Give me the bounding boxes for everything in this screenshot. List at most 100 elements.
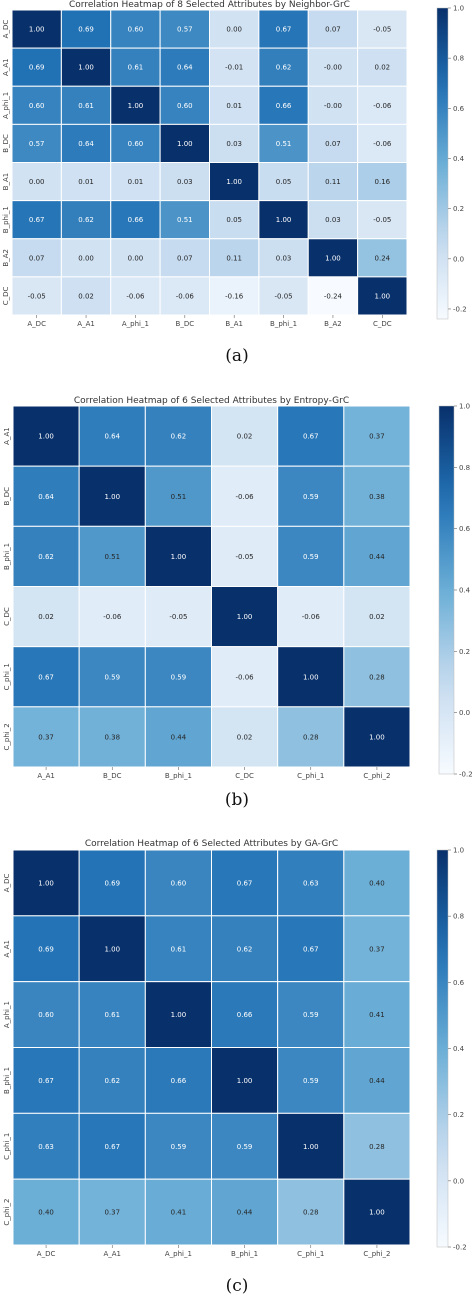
- cell-label: 0.59: [171, 1143, 187, 1151]
- y-tick-label: A_A1: [3, 940, 11, 958]
- heatmap-cell: [209, 200, 260, 240]
- heatmap-panel-ga-grc: Correlation Heatmap of 6 Selected Attrib…: [0, 833, 474, 1273]
- cell-label: 0.00: [29, 178, 45, 186]
- cell-label: 0.03: [177, 178, 193, 186]
- heatmap-cell: [12, 981, 80, 1049]
- y-tick-label: B_phi_1: [2, 206, 10, 233]
- heatmap-neighbor-grc: Correlation Heatmap of 8 Selected Attrib…: [2, 0, 467, 328]
- y-tick-label: B_DC: [2, 134, 10, 153]
- cell-label: 0.64: [38, 493, 54, 501]
- cell-label: 0.66: [276, 102, 292, 110]
- cell-label: 0.60: [29, 102, 45, 110]
- x-tick-label: C_phi_2: [363, 772, 390, 780]
- cell-label: 0.60: [38, 1011, 54, 1019]
- cell-label: 0.51: [276, 140, 292, 148]
- heatmap-cell: [12, 1047, 80, 1114]
- cell-label: -0.05: [373, 26, 391, 34]
- x-tick-label: C_phi_1: [297, 1250, 324, 1258]
- cell-label: 0.02: [237, 433, 253, 441]
- cell-label: 0.05: [226, 216, 242, 224]
- cell-label: 0.51: [171, 493, 187, 501]
- cell-label: 0.16: [375, 178, 391, 186]
- heatmap-cell: [144, 1112, 212, 1180]
- cell-label: 0.61: [78, 102, 94, 110]
- cell-label: 0.69: [78, 26, 94, 34]
- colorbar-tick-label: -0.2: [453, 1244, 467, 1252]
- colorbar-tick-label: 0.6: [459, 525, 471, 533]
- heatmap-cell: [12, 525, 80, 587]
- cell-label: 0.63: [303, 879, 319, 887]
- x-tick-label: C_DC: [373, 320, 392, 328]
- cell-label: 0.28: [369, 1143, 385, 1151]
- heatmap-cell: [357, 47, 408, 87]
- y-tick-label: B_phi_1: [3, 543, 11, 570]
- cell-label: 0.66: [237, 1011, 253, 1019]
- cell-label: 0.69: [29, 64, 45, 72]
- heatmap-cell: [357, 85, 408, 125]
- heatmap-cell: [159, 123, 210, 163]
- cell-label: -0.05: [28, 292, 46, 300]
- colorbar-tick-label: 0.8: [453, 55, 464, 63]
- colorbar-tick-label: -0.2: [453, 305, 467, 313]
- heatmap-cell: [258, 238, 309, 278]
- cell-label: 0.67: [276, 26, 292, 34]
- heatmap-cell: [343, 1178, 411, 1246]
- cell-label: 0.67: [303, 945, 319, 953]
- heatmap-cell: [307, 238, 359, 278]
- x-tick-label: B_A1: [225, 320, 243, 328]
- y-tick-label: A_phi_1: [3, 1001, 11, 1028]
- cell-label: 0.62: [276, 64, 292, 72]
- heatmap-cell: [144, 1047, 212, 1114]
- x-tick-label: C_phi_1: [297, 772, 324, 780]
- chart-title: Correlation Heatmap of 8 Selected Attrib…: [69, 0, 350, 10]
- colorbar-tick-label: 0.0: [459, 709, 470, 717]
- heatmap-cell: [12, 646, 80, 708]
- heatmap-cell: [11, 85, 62, 125]
- heatmap-cell: [60, 200, 112, 240]
- heatmap-cell: [78, 1178, 146, 1246]
- heatmap-cell: [12, 1178, 80, 1246]
- colorbar: [438, 405, 455, 775]
- cell-label: 0.64: [78, 140, 94, 148]
- heatmap-cell: [357, 200, 408, 240]
- colorbar-tick-label: 0.4: [459, 587, 471, 595]
- cell-label: 0.67: [237, 879, 253, 887]
- cell-label: 0.62: [78, 216, 94, 224]
- heatmap-cell: [209, 276, 260, 316]
- heatmap-cell: [307, 162, 359, 202]
- colorbar-tick-label: -0.2: [459, 771, 473, 779]
- heatmap-cell: [110, 276, 161, 316]
- x-tick-label: C_DC: [235, 772, 254, 780]
- colorbar-tick-label: 0.0: [453, 1177, 464, 1185]
- cell-label: 0.40: [369, 879, 385, 887]
- x-tick-label: A_A1: [103, 1250, 121, 1258]
- heatmap-cell: [277, 1112, 345, 1180]
- heatmap-cell: [211, 405, 279, 467]
- heatmap-cell: [144, 706, 212, 768]
- cell-label: 0.03: [325, 216, 341, 224]
- cell-label: -0.24: [324, 292, 343, 300]
- heatmap-entropy-grc: Correlation Heatmap of 6 Selected Attrib…: [3, 396, 473, 780]
- cell-label: 0.00: [128, 254, 144, 262]
- heatmap-cell: [78, 586, 146, 648]
- cell-label: 0.60: [128, 26, 144, 34]
- colorbar-tick-label: 0.6: [453, 105, 465, 113]
- heatmap-cell: [277, 706, 345, 768]
- chart-title: Correlation Heatmap of 6 Selected Attrib…: [74, 396, 349, 406]
- x-tick-label: A_phi_1: [122, 320, 149, 328]
- heatmap-cell: [343, 915, 411, 983]
- cell-label: 1.00: [369, 1209, 385, 1217]
- cell-label: 0.05: [276, 178, 292, 186]
- cell-label: 1.00: [237, 613, 253, 621]
- cell-label: 0.59: [104, 673, 120, 681]
- cell-label: 1.00: [104, 493, 120, 501]
- y-tick-label: C_phi_2: [3, 1198, 11, 1225]
- cell-label: 0.64: [104, 433, 120, 441]
- cell-label: -0.06: [373, 102, 392, 110]
- cell-label: -0.06: [176, 292, 195, 300]
- heatmap-cell: [12, 849, 80, 917]
- cell-label: 0.44: [237, 1209, 253, 1217]
- heatmap-cell: [343, 1047, 411, 1114]
- colorbar-tick-label: 1.0: [459, 403, 470, 411]
- y-tick-label: A_phi_1: [2, 92, 10, 119]
